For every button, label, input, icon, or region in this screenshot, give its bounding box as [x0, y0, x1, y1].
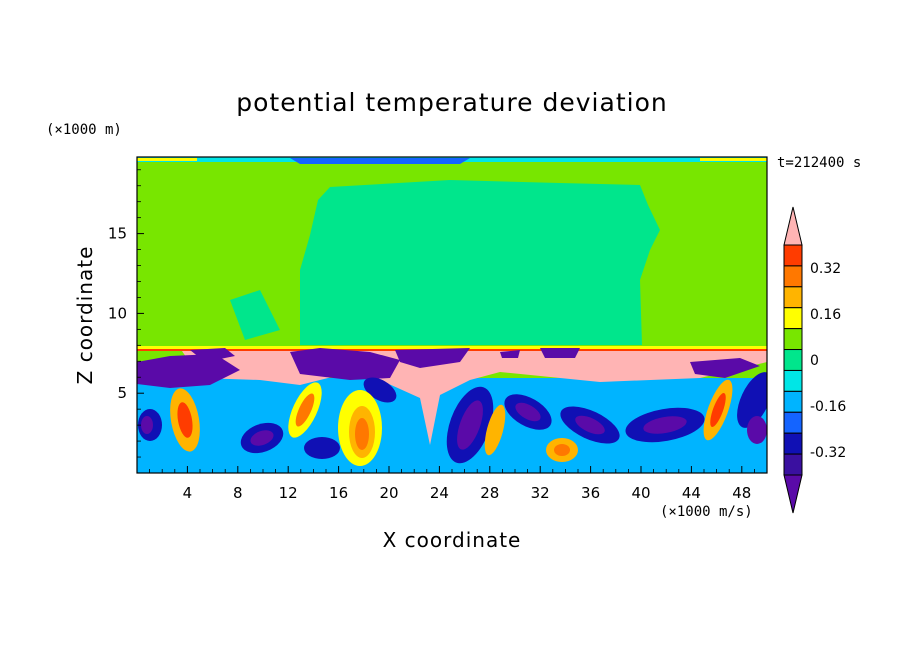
- contour-region: [290, 348, 400, 380]
- colorbar-segment: [783, 390, 803, 413]
- colorbar-tick-label: -0.16: [810, 399, 846, 415]
- colorbar-tick-label: -0.32: [810, 445, 846, 461]
- x-tick-label: 20: [379, 484, 398, 502]
- colorbar-segment: [783, 411, 803, 434]
- x-tick-label: 40: [631, 484, 650, 502]
- colorbar-segment: [783, 286, 803, 309]
- contour-region: [141, 416, 153, 434]
- x-tick-label: 28: [480, 484, 499, 502]
- contour-region: [700, 158, 767, 161]
- time-label: t=212400 s: [777, 155, 861, 171]
- x-tick-label: 48: [732, 484, 751, 502]
- contour-region: [500, 350, 520, 358]
- contour-region: [643, 416, 687, 434]
- x-axis-label: X coordinate: [383, 528, 522, 552]
- y-tick-label: 10: [108, 304, 127, 322]
- x-unit-label: (×1000 m/s): [660, 504, 753, 520]
- contour-region: [540, 348, 580, 358]
- contour-region: [190, 348, 235, 362]
- contour-region: [395, 348, 470, 368]
- x-tick-label: 24: [430, 484, 449, 502]
- contour-region: [690, 358, 760, 378]
- y-axis-label: Z coordinate: [73, 246, 97, 385]
- colorbar-segment: [783, 265, 803, 288]
- contour-region: [137, 354, 240, 388]
- contour-region: [137, 346, 767, 349]
- colorbar-segment: [783, 453, 803, 476]
- contour-region: [230, 290, 280, 340]
- contour-region: [250, 430, 274, 446]
- contour-region: [484, 404, 506, 456]
- contour-region: [295, 393, 315, 427]
- y-axis: 5 10 15: [108, 169, 144, 458]
- x-tick-label: 16: [329, 484, 348, 502]
- colorbar: 0.32 0.16 0 -0.16 -0.32: [783, 206, 846, 514]
- contour-region: [177, 402, 193, 438]
- y-tick-label: 15: [108, 225, 127, 243]
- x-tick-label: 44: [682, 484, 701, 502]
- x-axis: 4 8 12 16 20 24 28 32 36 40 44 48: [149, 466, 755, 502]
- x-tick-label: 32: [531, 484, 550, 502]
- contour-region: [747, 416, 767, 444]
- colorbar-bottom-triangle: [783, 474, 803, 514]
- colorbar-segment: [783, 432, 803, 455]
- contour-region: [515, 402, 541, 422]
- x-tick-label: 8: [233, 484, 243, 502]
- contour-region: [737, 372, 767, 428]
- colorbar-segment: [783, 244, 803, 267]
- contour-region: [290, 158, 470, 164]
- x-tick-label: 12: [279, 484, 298, 502]
- contour-region: [300, 180, 660, 345]
- colorbar-segment: [783, 328, 803, 351]
- contour-region: [137, 158, 197, 161]
- colorbar-tick-label: 0.32: [810, 261, 841, 277]
- contour-region: [457, 400, 483, 450]
- colorbar-segment: [783, 307, 803, 330]
- contour-region: [304, 437, 340, 459]
- chart-title: potential temperature deviation: [236, 88, 667, 117]
- contour-region: [355, 418, 369, 450]
- contour-field: [137, 157, 767, 473]
- x-tick-label: 36: [581, 484, 600, 502]
- contour-region: [554, 444, 570, 456]
- x-tick-label: 4: [183, 484, 193, 502]
- contour-region: [710, 392, 726, 428]
- colorbar-segment: [783, 369, 803, 392]
- y-unit-label: (×1000 m): [46, 122, 122, 138]
- y-tick-label: 5: [117, 384, 127, 402]
- colorbar-top-triangle: [783, 206, 803, 246]
- colorbar-segment: [783, 349, 803, 371]
- colorbar-tick-label: 0: [810, 353, 819, 369]
- contour-region: [575, 415, 605, 435]
- colorbar-tick-label: 0.16: [810, 307, 841, 323]
